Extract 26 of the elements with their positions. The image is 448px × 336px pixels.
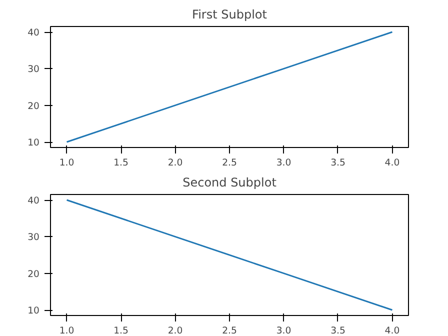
x-tick-label: 1.5 [114, 326, 128, 336]
line-series [66, 199, 393, 311]
y-tick-label: 20 [28, 268, 40, 280]
y-tick-label: 30 [28, 232, 40, 244]
x-tick-label: 4.0 [384, 158, 400, 168]
x-tick-label: 2.5 [222, 326, 237, 336]
x-tick-label: 3.0 [276, 158, 292, 168]
x-tick-label: 3.0 [276, 326, 292, 336]
y-tick-label: 20 [28, 100, 40, 112]
x-tick-label: 3.5 [330, 158, 346, 168]
y-tick-label: 10 [28, 138, 40, 148]
y-tick-label: 40 [28, 196, 40, 206]
x-tick-label: 2.5 [222, 158, 237, 168]
y-tick-label: 30 [28, 64, 40, 76]
x-tick-label: 2.0 [168, 326, 183, 336]
x-tick-label: 3.5 [330, 326, 346, 336]
chart-title: First Subplot [192, 8, 268, 22]
x-tick-label: 1.0 [59, 158, 74, 168]
chart-title: Second Subplot [182, 176, 277, 190]
x-tick-label: 1.0 [59, 326, 74, 336]
x-tick-label: 4.0 [384, 326, 400, 336]
x-tick-label: 1.5 [114, 158, 128, 168]
x-tick-label: 2.0 [168, 158, 183, 168]
y-tick-label: 10 [28, 306, 40, 316]
line-series [66, 31, 393, 143]
y-tick-label: 40 [28, 28, 40, 38]
